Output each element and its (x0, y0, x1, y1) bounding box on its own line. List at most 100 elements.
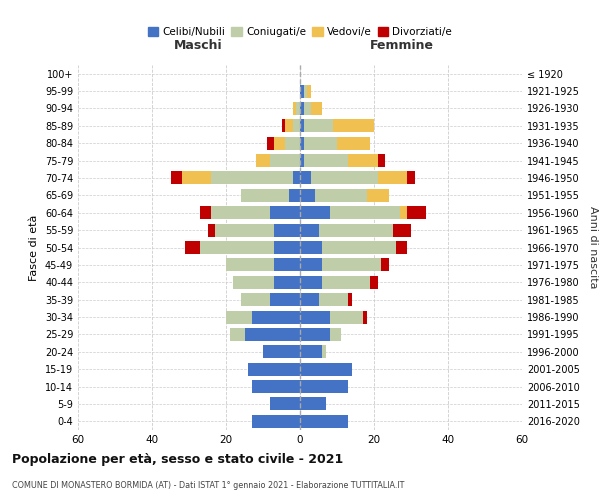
Bar (407, 206, 426, 220)
Bar (170, 172, 182, 184)
Text: Femmine: Femmine (370, 39, 434, 52)
Bar (245, 328, 300, 341)
Bar (300, 120, 304, 132)
Bar (300, 102, 304, 115)
Bar (304, 84, 307, 98)
Bar (319, 224, 392, 236)
Bar (300, 172, 311, 184)
Bar (300, 241, 322, 254)
Bar (307, 84, 311, 98)
Bar (271, 293, 300, 306)
Bar (400, 206, 407, 220)
Bar (274, 241, 300, 254)
Bar (182, 172, 211, 184)
Bar (300, 258, 322, 272)
Bar (378, 172, 407, 184)
Bar (200, 206, 211, 220)
Bar (300, 310, 329, 324)
Bar (311, 102, 322, 115)
Bar (300, 154, 304, 167)
Bar (274, 224, 300, 236)
Bar (329, 328, 341, 341)
Bar (271, 154, 300, 167)
Bar (281, 120, 285, 132)
Bar (267, 136, 274, 149)
Bar (285, 136, 300, 149)
Bar (293, 120, 300, 132)
Bar (289, 189, 300, 202)
Bar (263, 346, 300, 358)
Bar (367, 189, 389, 202)
Bar (378, 154, 385, 167)
Bar (300, 398, 326, 410)
Bar (322, 258, 382, 272)
Bar (200, 241, 274, 254)
Bar (285, 120, 293, 132)
Bar (226, 258, 274, 272)
Bar (226, 310, 252, 324)
Bar (274, 276, 300, 289)
Bar (329, 310, 363, 324)
Bar (300, 276, 322, 289)
Text: Popolazione per età, sesso e stato civile - 2021: Popolazione per età, sesso e stato civil… (12, 452, 343, 466)
Bar (296, 102, 300, 115)
Bar (211, 206, 271, 220)
Bar (315, 189, 367, 202)
Bar (241, 189, 289, 202)
Bar (211, 172, 293, 184)
Legend: Celibi/Nubili, Coniugati/e, Vedovi/e, Divorziati/e: Celibi/Nubili, Coniugati/e, Vedovi/e, Di… (143, 23, 457, 41)
Bar (248, 362, 300, 376)
Bar (396, 241, 407, 254)
Bar (370, 276, 378, 289)
Bar (274, 258, 300, 272)
Bar (348, 293, 352, 306)
Bar (363, 310, 367, 324)
Bar (300, 224, 319, 236)
Bar (230, 328, 245, 341)
Bar (241, 293, 271, 306)
Bar (348, 154, 378, 167)
Bar (252, 380, 300, 393)
Bar (300, 328, 329, 341)
Bar (304, 120, 334, 132)
Bar (300, 415, 348, 428)
Y-axis label: Anni di nascita: Anni di nascita (588, 206, 598, 289)
Bar (322, 241, 396, 254)
Bar (322, 276, 370, 289)
Bar (271, 398, 300, 410)
Bar (300, 380, 348, 393)
Bar (300, 362, 352, 376)
Bar (311, 172, 378, 184)
Bar (252, 415, 300, 428)
Bar (293, 172, 300, 184)
Bar (304, 102, 311, 115)
Bar (304, 136, 337, 149)
Bar (185, 241, 200, 254)
Bar (300, 206, 329, 220)
Text: COMUNE DI MONASTERO BORMIDA (AT) - Dati ISTAT 1° gennaio 2021 - Elaborazione TUT: COMUNE DI MONASTERO BORMIDA (AT) - Dati … (12, 481, 404, 490)
Bar (300, 84, 304, 98)
Bar (304, 154, 348, 167)
Bar (300, 136, 304, 149)
Bar (271, 206, 300, 220)
Bar (233, 276, 274, 289)
Bar (392, 224, 411, 236)
Bar (300, 346, 322, 358)
Bar (300, 293, 319, 306)
Bar (382, 258, 389, 272)
Bar (319, 293, 348, 306)
Bar (208, 224, 215, 236)
Text: Maschi: Maschi (173, 39, 222, 52)
Bar (274, 136, 285, 149)
Bar (293, 102, 296, 115)
Y-axis label: Fasce di età: Fasce di età (29, 214, 39, 280)
Bar (337, 136, 370, 149)
Bar (329, 206, 400, 220)
Bar (215, 224, 274, 236)
Bar (256, 154, 271, 167)
Bar (252, 310, 300, 324)
Bar (407, 172, 415, 184)
Bar (300, 189, 315, 202)
Bar (322, 346, 326, 358)
Bar (334, 120, 374, 132)
